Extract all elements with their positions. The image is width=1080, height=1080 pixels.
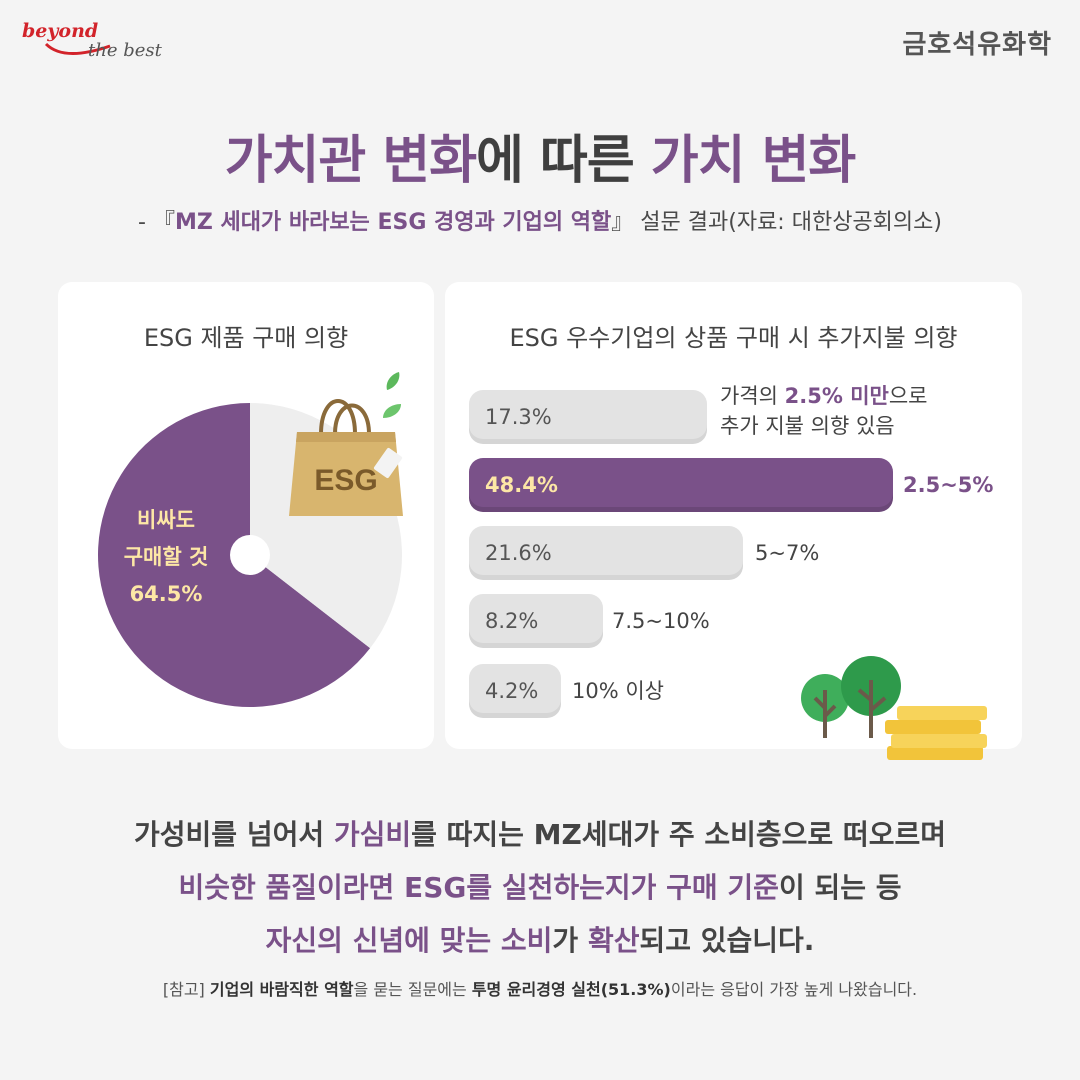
pie-label-line-1: 비싸도 [137, 508, 195, 532]
bar-label-suffix: 으로 [888, 384, 928, 408]
bar-label-prefix: 가격의 [720, 384, 785, 408]
bar-label-highlight: 2.5% 미만 [784, 384, 889, 408]
bar-value: 8.2% [485, 609, 539, 633]
trees-and-coins-icon [801, 656, 987, 760]
summary-line-1: 가성비를 넘어서 가심비를 따지는 MZ세대가 주 소비층으로 떠오르며 [0, 808, 1080, 861]
bar-value: 4.2% [485, 679, 539, 703]
summary-text: 를 따지는 MZ세대가 주 소비층으로 떠오르며 [411, 818, 946, 851]
subtitle-survey-name: MZ 세대가 바라보는 ESG 경영과 기업의 역할 [174, 210, 612, 235]
page-subtitle: - 『MZ 세대가 바라보는 ESG 경영과 기업의 역할』 설문 결과(자료:… [0, 204, 1080, 236]
summary-line-3: 자신의 신념에 맞는 소비가 확산되고 있습니다. [0, 914, 1080, 967]
summary-highlight: 가심비 [333, 818, 412, 851]
bar-under-2-5: 17.3% [469, 390, 707, 444]
bar-label-over-10: 10% 이상 [572, 679, 664, 703]
note-text: 이라는 응답이 가장 높게 나왔습니다. [670, 980, 918, 999]
note-text: 을 묻는 질문에는 [353, 980, 472, 999]
summary-text: 가성비를 넘어서 [134, 818, 334, 851]
summary-text: 되고 있습니다. [639, 924, 815, 957]
title-connector: 에 따른 [476, 131, 651, 191]
bar-over-10: 4.2% [469, 664, 561, 718]
bar-label-under-2-5: 가격의 2.5% 미만으로 추가 지불 의향 있음 [720, 381, 927, 441]
subtitle-prefix: - 『 [138, 210, 175, 235]
logo-word-beyond: beyond [22, 20, 99, 42]
company-name: 금호석유화학 [902, 30, 1052, 60]
bar-label-2-5-to-5: 2.5~5% [903, 473, 994, 497]
logo-word-the-best: the best [88, 40, 162, 61]
summary-line-2: 비슷한 품질이라면 ESG를 실천하는지가 구매 기준이 되는 등 [0, 861, 1080, 914]
bar-value: 17.3% [485, 405, 552, 429]
brand-logo: beyond the best [22, 20, 182, 70]
purchase-intent-title: ESG 제품 구매 의향 [143, 324, 349, 352]
pie-slice-label: 비싸도 구매할 것 64.5% [98, 502, 234, 613]
logo-swoosh-icon [44, 42, 111, 56]
bar-value: 21.6% [485, 541, 552, 565]
subtitle-source: 』 설문 결과(자료: 대한상공회의소) [611, 210, 942, 235]
title-highlight-2: 가치 변화 [650, 131, 856, 191]
summary-paragraph: 가성비를 넘어서 가심비를 따지는 MZ세대가 주 소비층으로 떠오르며 비슷한… [0, 808, 1080, 967]
esg-shopping-bag-icon: ESG [289, 372, 403, 516]
page-title: 가치관 변화에 따른 가치 변화 [0, 118, 1080, 193]
summary-text: 가 [552, 924, 588, 957]
note-text: [참고] [162, 980, 210, 999]
note-bold: 투명 윤리경영 실천(51.3%) [471, 980, 671, 999]
note-bold: 기업의 바람직한 역할 [209, 980, 354, 999]
bag-esg-text: ESG [314, 464, 377, 497]
summary-text: 이 되는 등 [778, 871, 902, 904]
pie-center-hole [230, 535, 270, 575]
pie-label-line-2: 구매할 것 [123, 545, 209, 569]
bar-label-7-5-to-10: 7.5~10% [612, 609, 710, 633]
summary-highlight: 확산 [587, 924, 640, 957]
bar-7-5-to-10: 8.2% [469, 594, 603, 648]
summary-highlight: 비슷한 품질이라면 ESG를 실천하는지가 구매 기준 [178, 871, 779, 904]
bar-label-line-2: 추가 지불 의향 있음 [720, 414, 895, 438]
extra-payment-title: ESG 우수기업의 상품 구매 시 추가지불 의향 [509, 324, 958, 352]
summary-highlight: 자신의 신념에 맞는 소비 [265, 924, 553, 957]
bar-value: 48.4% [485, 473, 558, 497]
reference-note: [참고] 기업의 바람직한 역할을 묻는 질문에는 투명 윤리경영 실천(51.… [0, 976, 1080, 1000]
pie-value-label: 64.5% [129, 582, 203, 606]
bar-2-5-to-5: 48.4% [469, 458, 893, 512]
title-highlight-1: 가치관 변화 [224, 131, 477, 191]
bar-label-5-to-7: 5~7% [755, 541, 820, 565]
bar-5-to-7: 21.6% [469, 526, 743, 580]
